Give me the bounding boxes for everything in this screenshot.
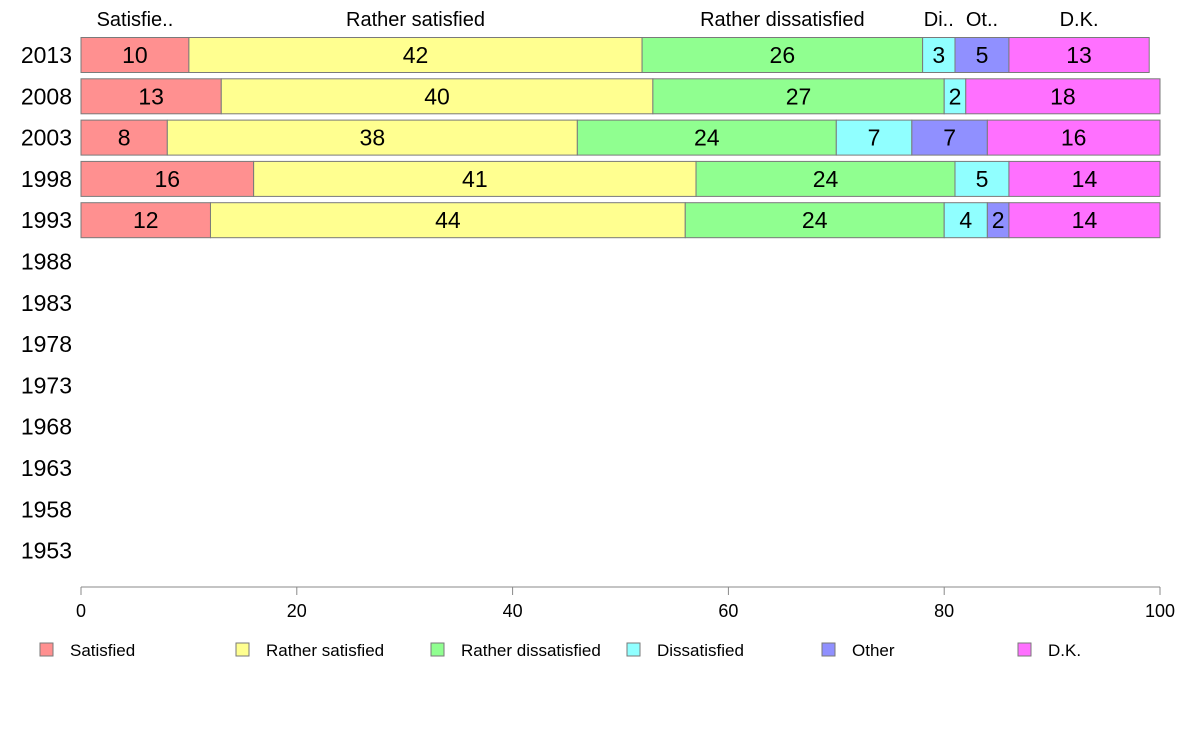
year-label-1988: 1988: [21, 249, 72, 275]
bar-2003-d-k: [986, 119, 1161, 156]
bar-value-1993-other: 2: [992, 207, 1005, 233]
bar-value-2008-d-k: 18: [1050, 83, 1076, 109]
top-label-rather-dissatisfied: Rather dissatisfied: [700, 9, 865, 31]
x-axis: 0 20 40 60 80 100: [76, 586, 1175, 621]
x-tick-label-0: 0: [76, 601, 86, 621]
bar-1998-rather-dissatisfied: [695, 160, 956, 197]
bar-value-1998-rather-dissatisfied: 24: [813, 166, 839, 192]
bar-value-2008-dissatisfied: 2: [949, 83, 962, 109]
legend-swatch-rather-satisfied: [235, 642, 250, 657]
bar-2003-rather-satisfied: [166, 119, 578, 156]
year-label-1973: 1973: [21, 372, 72, 398]
bar-1993-satisfied: [80, 202, 211, 239]
year-label-1978: 1978: [21, 331, 72, 357]
legend-label-rather-dissatisfied: Rather dissatisfied: [461, 641, 601, 660]
legend-label-satisfied: Satisfied: [70, 641, 135, 660]
bar-value-2008-rather-dissatisfied: 27: [786, 83, 812, 109]
legend-label-d-k: D.K.: [1048, 641, 1081, 660]
legend-label-dissatisfied: Dissatisfied: [657, 641, 744, 660]
bar-2008-rather-dissatisfied: [652, 78, 945, 115]
bar-value-1993-satisfied: 12: [133, 207, 159, 233]
bar-2013-rather-satisfied: [188, 37, 643, 73]
top-label-d-k: D.K.: [1060, 9, 1099, 31]
bar-value-1993-dissatisfied: 4: [959, 207, 972, 233]
bar-1998-rather-satisfied: [253, 160, 697, 197]
year-label-1958: 1958: [21, 496, 72, 522]
year-label-2013: 2013: [21, 42, 72, 68]
bar-2008-satisfied: [80, 78, 222, 115]
bar-value-2013-other: 5: [976, 42, 989, 68]
legend-swatch-d-k: [1017, 642, 1032, 657]
bar-2003-satisfied: [80, 119, 168, 156]
bar-2003-rather-dissatisfied: [576, 119, 837, 156]
x-tick-label-40: 40: [503, 601, 523, 621]
year-label-2003: 2003: [21, 125, 72, 151]
bar-1998-satisfied: [80, 160, 255, 197]
bar-value-2003-d-k: 16: [1061, 125, 1087, 151]
bar-value-2008-satisfied: 13: [138, 83, 164, 109]
legend-swatch-satisfied: [39, 642, 54, 657]
top-label-rather-satisfied: Rather satisfied: [346, 9, 485, 31]
year-label-1968: 1968: [21, 414, 72, 440]
year-axis-labels: 2013 2008 2003 1998 1993 1988 1983 1978 1973 1968…: [21, 42, 72, 564]
year-label-1993: 1993: [21, 207, 72, 233]
bar-2013-rather-dissatisfied: [641, 37, 924, 73]
bar-2013-satisfied: [80, 37, 190, 73]
bar-value-2013-dissatisfied: 3: [932, 42, 945, 68]
legend-swatch-other: [821, 642, 836, 657]
bar-value-2003-rather-satisfied: 38: [360, 125, 386, 151]
top-label-satisfied: Satisfie..: [97, 9, 174, 31]
year-label-2008: 2008: [21, 83, 72, 109]
bar-2003-dissatisfied: [835, 119, 913, 156]
bar-2013-d-k: [1008, 37, 1150, 73]
bar-1993-d-k: [1008, 202, 1161, 239]
year-label-1963: 1963: [21, 455, 72, 481]
bar-value-1998-dissatisfied: 5: [976, 166, 989, 192]
bar-1993-rather-satisfied: [209, 202, 686, 239]
year-label-1998: 1998: [21, 166, 72, 192]
legend-swatch-dissatisfied: [626, 642, 641, 657]
year-label-1983: 1983: [21, 290, 72, 316]
top-category-labels: Satisfie.. Rather satisfied Rather dissati…: [97, 9, 1099, 31]
bar-value-2003-satisfied: 8: [118, 125, 131, 151]
bar-value-2013-rather-dissatisfied: 26: [770, 42, 796, 68]
bar-1993-rather-dissatisfied: [684, 202, 945, 239]
x-tick-label-100: 100: [1145, 601, 1175, 621]
bar-1993-dissatisfied: [943, 202, 988, 239]
bar-1998-d-k: [1008, 160, 1161, 197]
bar-value-1993-rather-dissatisfied: 24: [802, 207, 828, 233]
legend-swatch-rather-dissatisfied: [430, 642, 445, 657]
bar-value-2013-satisfied: 10: [122, 42, 148, 68]
bar-2003-other: [911, 119, 988, 156]
bar-value-1998-rather-satisfied: 41: [462, 166, 488, 192]
bar-2013-other: [954, 37, 1010, 73]
bar-2008-d-k: [965, 78, 1161, 115]
bar-value-2003-rather-dissatisfied: 24: [694, 125, 720, 151]
bar-value-2003-dissatisfied: 7: [868, 125, 881, 151]
bar-value-1993-d-k: 14: [1072, 207, 1098, 233]
year-label-1953: 1953: [21, 538, 72, 564]
bar-value-1998-satisfied: 16: [155, 166, 181, 192]
legend-label-other: Other: [852, 641, 895, 660]
bar-value-2013-d-k: 13: [1066, 42, 1092, 68]
bar-value-2008-rather-satisfied: 40: [424, 83, 450, 109]
bar-value-2013-rather-satisfied: 42: [403, 42, 429, 68]
bar-2008-rather-satisfied: [220, 78, 654, 115]
top-label-other: Ot..: [966, 9, 998, 31]
legend: Satisfied Rather satisfied Rather dissatis…: [39, 641, 1081, 660]
x-tick-label-80: 80: [934, 601, 954, 621]
bar-value-1993-rather-satisfied: 44: [435, 207, 461, 233]
bar-value-1998-d-k: 14: [1072, 166, 1098, 192]
bar-value-2003-other: 7: [943, 125, 956, 151]
top-label-dissatisfied: Di..: [924, 9, 954, 31]
x-tick-label-60: 60: [718, 601, 738, 621]
x-tick-label-20: 20: [287, 601, 307, 621]
legend-label-rather-satisfied: Rather satisfied: [266, 641, 384, 660]
